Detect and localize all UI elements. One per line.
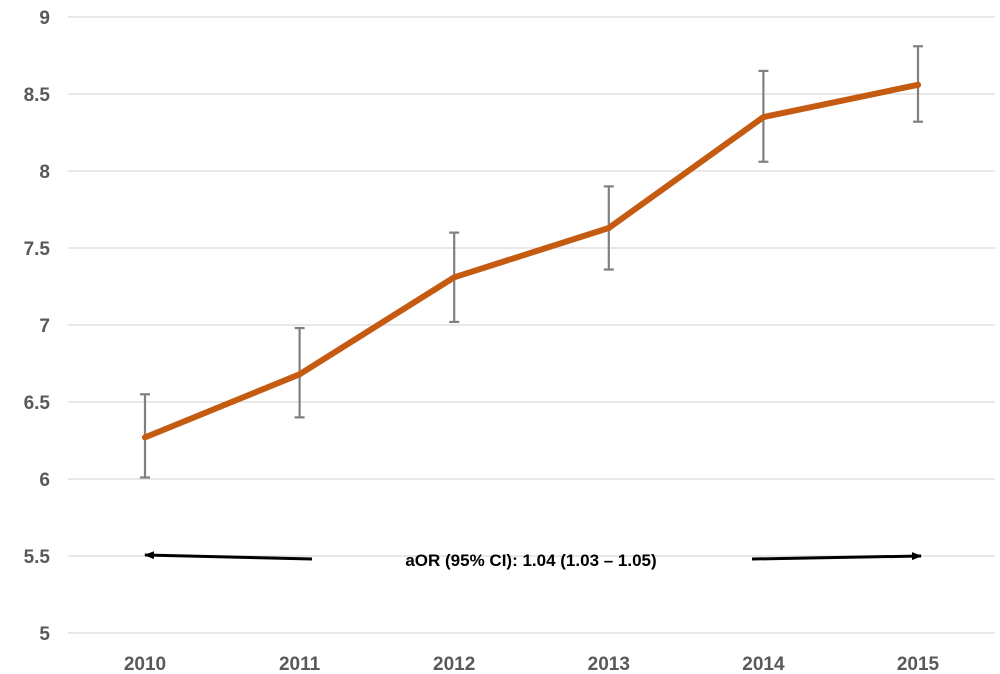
x-axis: 2010 2011 2012 2013 2014 2015 [124,654,940,674]
data-point [915,81,921,88]
series-line [142,81,921,441]
x-tick-label: 2012 [433,654,475,674]
y-tick-label: 8.5 [24,85,51,106]
data-point [605,224,612,231]
data-point [296,371,303,378]
y-tick-label: 6.5 [24,393,51,414]
y-tick-label: 6 [39,470,50,491]
data-point [142,434,148,441]
x-tick-label: 2010 [124,654,166,674]
x-tick-label: 2013 [588,654,630,674]
data-point [451,274,458,281]
arrow-right [751,552,922,561]
series-layer [142,81,921,441]
y-tick-label: 5.5 [24,547,51,568]
x-tick-label: 2014 [742,654,785,674]
x-tick-label: 2011 [279,654,321,674]
annotation-text: aOR (95% CI): 1.04 (1.03 – 1.05) [405,551,656,570]
gridlines [68,16,995,634]
y-tick-label: 8 [39,162,50,183]
data-point [760,114,767,121]
arrow-left [144,551,313,561]
y-axis: 5 5.5 6 6.5 7 7.5 8 8.5 9 [24,8,51,645]
y-tick-label: 5 [39,624,50,645]
y-tick-label: 7.5 [24,239,51,260]
annotation: aOR (95% CI): 1.04 (1.03 – 1.05) [144,551,922,570]
y-tick-label: 7 [39,316,50,337]
y-tick-label: 9 [39,8,50,29]
x-tick-label: 2015 [897,654,940,674]
